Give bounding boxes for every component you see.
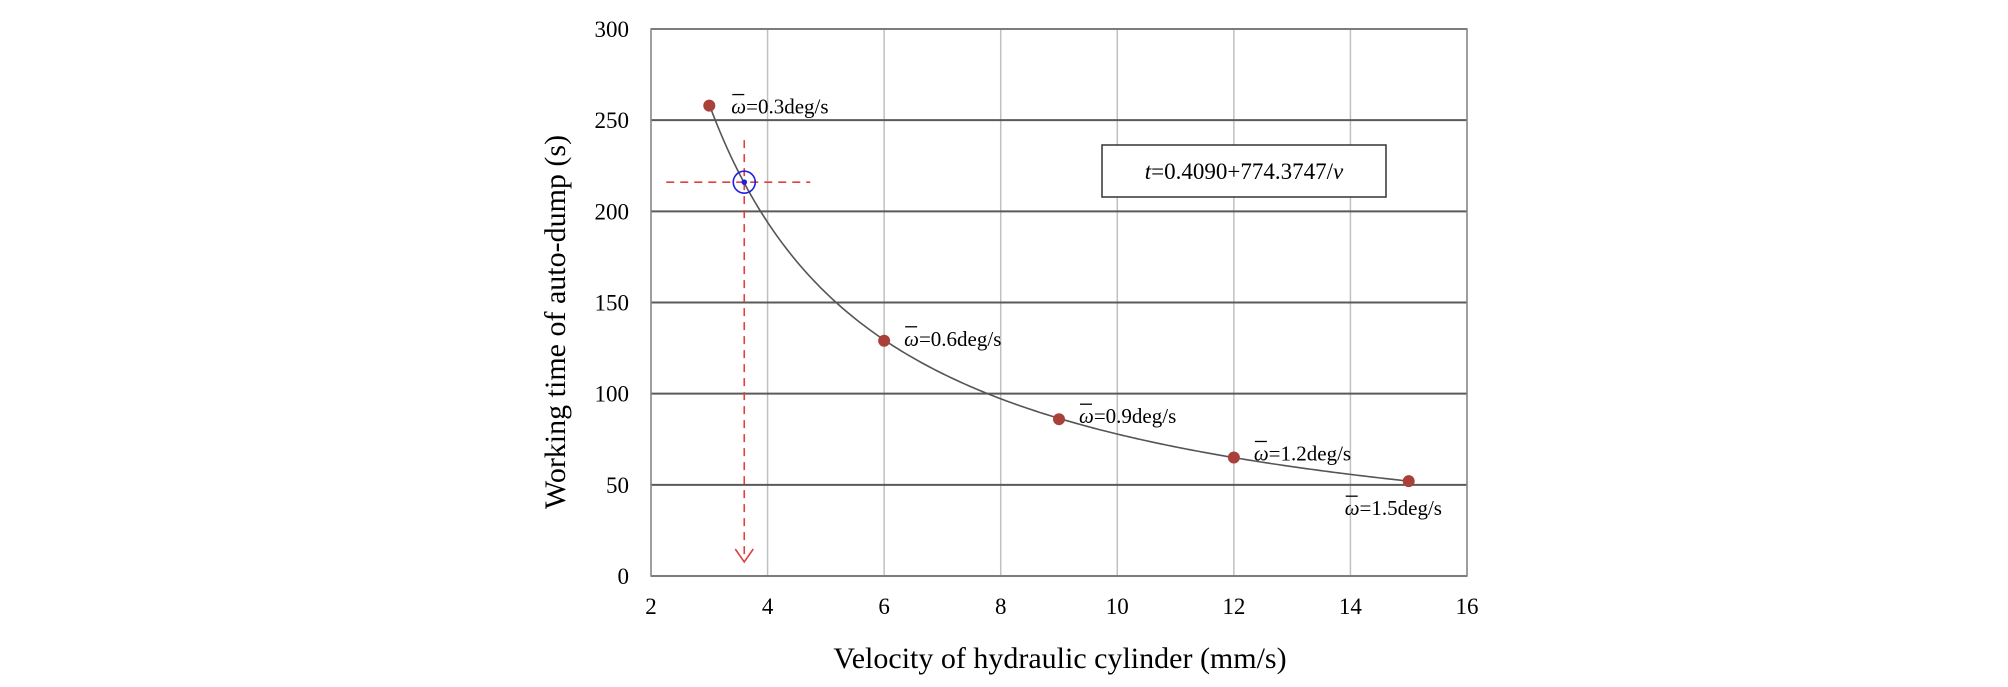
equation-label: t=0.4090+774.3747/v bbox=[1145, 159, 1344, 184]
x-axis-title: Velocity of hydraulic cylinder (mm/s) bbox=[833, 642, 1286, 675]
point-label: ω=0.6deg/s bbox=[904, 327, 1001, 351]
point-label: ω=0.3deg/s bbox=[731, 95, 828, 119]
data-point bbox=[878, 334, 891, 347]
y-axis-title: Working time of auto-dump (s) bbox=[539, 135, 572, 509]
y-tick-label: 200 bbox=[595, 199, 630, 224]
highlight-ring bbox=[732, 170, 757, 194]
y-tick-label: 0 bbox=[618, 564, 630, 589]
plot-area-border bbox=[650, 28, 1468, 577]
y-tick-label: 150 bbox=[595, 291, 630, 316]
x-tick-label: 12 bbox=[1222, 594, 1245, 619]
point-label: ω=1.5deg/s bbox=[1345, 496, 1442, 520]
data-point bbox=[1053, 413, 1065, 426]
data-point bbox=[703, 99, 716, 112]
data-points bbox=[703, 99, 1415, 488]
point-label: ω=1.2deg/s bbox=[1254, 441, 1351, 465]
x-tick-label: 14 bbox=[1339, 594, 1363, 619]
highlight-marker bbox=[732, 170, 757, 194]
point-labels: ω=0.3deg/s ω=0.6deg/s ω=0.9deg/s ω=1.2deg/s… bbox=[731, 93, 1442, 520]
x-tick-labels: 2 4 6 8 10 12 14 16 bbox=[645, 594, 1478, 619]
y-tick-label: 250 bbox=[595, 108, 630, 133]
data-point bbox=[1402, 475, 1415, 488]
highlight-dot bbox=[741, 179, 748, 185]
y-tick-label: 100 bbox=[595, 382, 630, 407]
x-tick-label: 4 bbox=[762, 594, 774, 619]
guide-arrowhead bbox=[734, 548, 754, 564]
x-tick-label: 8 bbox=[995, 594, 1007, 619]
x-tick-label: 2 bbox=[645, 594, 657, 619]
y-tick-label: 300 bbox=[595, 17, 630, 42]
x-tick-label: 6 bbox=[878, 594, 890, 619]
x-tick-label: 16 bbox=[1456, 594, 1479, 619]
y-tick-label: 50 bbox=[606, 473, 629, 498]
point-label: ω=0.9deg/s bbox=[1079, 404, 1176, 428]
reading-guides bbox=[666, 140, 811, 564]
y-tick-labels: 0 50 100 150 200 250 300 bbox=[595, 17, 630, 589]
equation-box bbox=[1101, 144, 1387, 198]
data-point bbox=[1227, 451, 1240, 464]
x-tick-label: 10 bbox=[1106, 594, 1129, 619]
